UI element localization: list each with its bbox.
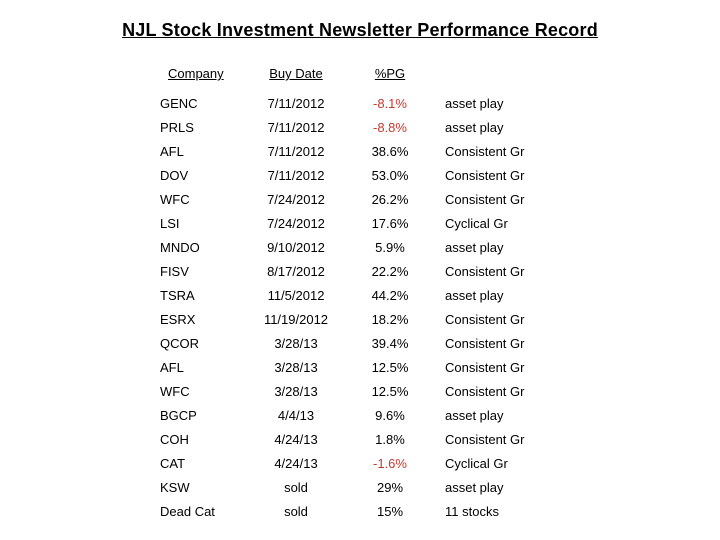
pg-cell: 26.2% [371, 192, 409, 207]
company-cell: WFC [160, 384, 190, 399]
pg-cell: 38.6% [371, 144, 409, 159]
category-cell: Consistent Gr [445, 192, 525, 207]
pg-cell: 18.2% [371, 312, 409, 327]
pg-cell: 12.5% [371, 360, 409, 375]
category-cell: asset play [445, 288, 504, 303]
buy-date-cell: 7/24/2012 [267, 216, 325, 231]
pg-cell: 9.6% [375, 408, 405, 423]
table-rows: GENC 7/11/2012 -8.1% asset play PRLS 7/1… [0, 92, 720, 524]
company-cell: TSRA [160, 288, 195, 303]
table-row: MNDO 9/10/2012 5.9% asset play [0, 236, 720, 260]
company-cell: QCOR [160, 336, 199, 351]
company-cell: LSI [160, 216, 180, 231]
category-cell: asset play [445, 240, 504, 255]
category-cell: Consistent Gr [445, 384, 525, 399]
category-cell: 11 stocks [445, 504, 499, 519]
category-cell: asset play [445, 480, 504, 495]
table-row: COH 4/24/13 1.8% Consistent Gr [0, 428, 720, 452]
buy-date-cell: 3/28/13 [274, 336, 318, 351]
table-row: DOV 7/11/2012 53.0% Consistent Gr [0, 164, 720, 188]
category-cell: Consistent Gr [445, 144, 525, 159]
buy-date-cell: sold [284, 504, 308, 519]
company-cell: AFL [160, 360, 184, 375]
pg-cell: 44.2% [371, 288, 409, 303]
buy-date-cell: 11/19/2012 [263, 312, 329, 327]
category-cell: Consistent Gr [445, 360, 525, 375]
header-pg: %PG [374, 66, 406, 81]
company-cell: AFL [160, 144, 184, 159]
table-row: ESRX 11/19/2012 18.2% Consistent Gr [0, 308, 720, 332]
pg-cell: 53.0% [371, 168, 409, 183]
category-cell: asset play [445, 120, 504, 135]
pg-cell: 39.4% [371, 336, 409, 351]
company-cell: FISV [160, 264, 189, 279]
pg-cell: -1.6% [373, 456, 407, 471]
pg-cell: 5.9% [375, 240, 405, 255]
table-row: AFL 7/11/2012 38.6% Consistent Gr [0, 140, 720, 164]
company-cell: DOV [160, 168, 189, 183]
buy-date-cell: 9/10/2012 [267, 240, 325, 255]
table-row: GENC 7/11/2012 -8.1% asset play [0, 92, 720, 116]
pg-cell: 29% [376, 480, 404, 495]
company-cell: GENC [160, 96, 198, 111]
buy-date-cell: 4/4/13 [277, 408, 315, 423]
buy-date-cell: sold [284, 480, 308, 495]
company-cell: CAT [160, 456, 186, 471]
table-row: FISV 8/17/2012 22.2% Consistent Gr [0, 260, 720, 284]
buy-date-cell: 3/28/13 [274, 360, 318, 375]
table-row: CAT 4/24/13 -1.6% Cyclical Gr [0, 452, 720, 476]
company-cell: COH [160, 432, 189, 447]
table-row: TSRA 11/5/2012 44.2% asset play [0, 284, 720, 308]
category-cell: Consistent Gr [445, 264, 525, 279]
buy-date-cell: 7/11/2012 [267, 96, 325, 111]
pg-cell: 1.8% [375, 432, 405, 447]
pg-cell: -8.8% [373, 120, 407, 135]
header-buy-date: Buy Date [269, 66, 323, 81]
category-cell: Consistent Gr [445, 432, 525, 447]
company-cell: ESRX [160, 312, 196, 327]
buy-date-cell: 7/11/2012 [267, 120, 325, 135]
buy-date-cell: 3/28/13 [274, 384, 318, 399]
table-row: WFC 7/24/2012 26.2% Consistent Gr [0, 188, 720, 212]
pg-cell: 15% [376, 504, 404, 519]
pg-cell: 22.2% [371, 264, 409, 279]
table-row: AFL 3/28/13 12.5% Consistent Gr [0, 356, 720, 380]
pg-cell: 17.6% [371, 216, 409, 231]
category-cell: Cyclical Gr [445, 456, 508, 471]
performance-table: Company Buy Date %PG GENC 7/11/2012 -8.1… [0, 66, 720, 524]
category-cell: asset play [445, 408, 504, 423]
company-cell: MNDO [160, 240, 200, 255]
buy-date-cell: 11/5/2012 [267, 288, 325, 303]
table-row: KSW sold 29% asset play [0, 476, 720, 500]
company-cell: KSW [160, 480, 190, 495]
buy-date-cell: 7/24/2012 [267, 192, 325, 207]
table-row: Dead Cat sold 15% 11 stocks [0, 500, 720, 524]
category-cell: Consistent Gr [445, 312, 525, 327]
page-title: NJL Stock Investment Newsletter Performa… [122, 20, 598, 40]
pg-cell: 12.5% [371, 384, 409, 399]
header-company: Company [168, 66, 224, 81]
category-cell: Consistent Gr [445, 336, 525, 351]
category-cell: asset play [445, 96, 504, 111]
buy-date-cell: 8/17/2012 [267, 264, 325, 279]
company-cell: PRLS [160, 120, 194, 135]
buy-date-cell: 4/24/13 [274, 432, 318, 447]
table-row: BGCP 4/4/13 9.6% asset play [0, 404, 720, 428]
category-cell: Cyclical Gr [445, 216, 508, 231]
company-cell: Dead Cat [160, 504, 215, 519]
company-cell: WFC [160, 192, 190, 207]
table-header-row: Company Buy Date %PG [0, 66, 720, 92]
table-row: QCOR 3/28/13 39.4% Consistent Gr [0, 332, 720, 356]
table-row: LSI 7/24/2012 17.6% Cyclical Gr [0, 212, 720, 236]
company-cell: BGCP [160, 408, 197, 423]
table-row: WFC 3/28/13 12.5% Consistent Gr [0, 380, 720, 404]
buy-date-cell: 7/11/2012 [267, 168, 325, 183]
buy-date-cell: 7/11/2012 [267, 144, 325, 159]
category-cell: Consistent Gr [445, 168, 525, 183]
pg-cell: -8.1% [373, 96, 407, 111]
table-row: PRLS 7/11/2012 -8.8% asset play [0, 116, 720, 140]
buy-date-cell: 4/24/13 [274, 456, 318, 471]
